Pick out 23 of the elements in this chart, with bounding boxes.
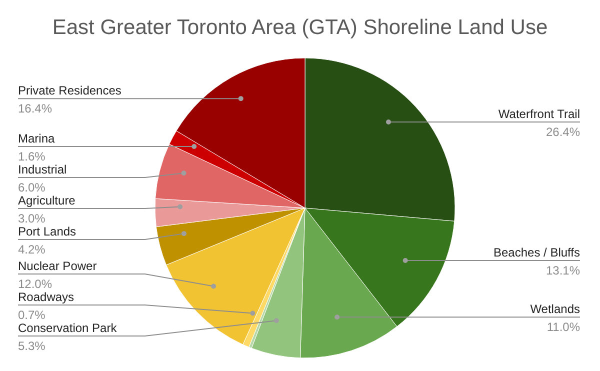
data-label: 11.0% [546, 320, 580, 334]
slice-label: Roadways [18, 290, 74, 304]
data-label: 13.1% [546, 263, 580, 278]
data-label: 3.0% [18, 212, 46, 226]
slice-label: Waterfront Trail [498, 106, 580, 121]
data-label: 1.6% [18, 150, 46, 164]
data-label: 4.2% [18, 242, 46, 257]
slice-label: Industrial [18, 162, 67, 177]
data-label: 5.3% [18, 339, 46, 353]
slice-label: Private Residences [18, 84, 122, 98]
data-label: 0.7% [18, 308, 46, 322]
slice-label: Nuclear Power [18, 259, 97, 273]
slice-label: Agriculture [18, 194, 76, 208]
slice-label: Marina [18, 132, 56, 146]
chart-title: East Greater Toronto Area (GTA) Shoreline Land Use [51, 16, 549, 40]
data-label: 12.0% [18, 277, 52, 291]
data-label: 26.4% [546, 124, 580, 139]
slice-label: Wetlands [530, 302, 580, 316]
slice-label: Port Lands [18, 224, 76, 239]
slice-label: Conservation Park [18, 321, 118, 335]
data-label: 6.0% [18, 180, 46, 195]
data-label: 16.4% [18, 102, 52, 116]
slice-label: Beaches / Bluffs [494, 245, 580, 260]
